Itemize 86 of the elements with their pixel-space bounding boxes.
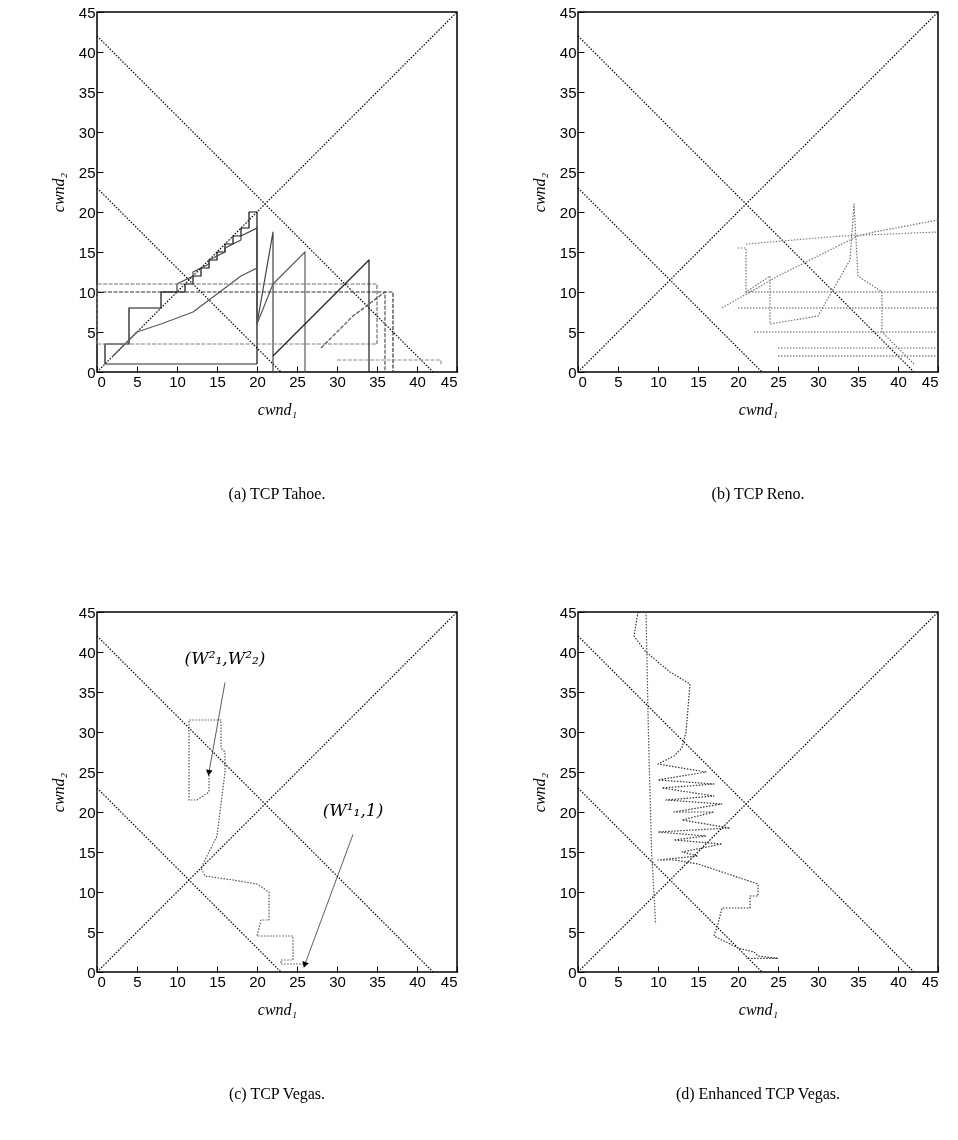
x-tick-label: 25: [770, 972, 787, 990]
x-tick-label: 40: [890, 372, 907, 390]
x-tick-label: 25: [289, 972, 306, 990]
x-tick-label: 20: [249, 972, 266, 990]
x-tick-label: 10: [650, 372, 667, 390]
x-tick-label: 45: [440, 972, 458, 990]
x-tick-label: 15: [209, 372, 226, 390]
x-tick-label: 35: [369, 372, 386, 390]
y-tick-label: 15: [559, 243, 577, 261]
x-tick-label: 10: [650, 972, 667, 990]
x-tick-label: 30: [329, 372, 346, 390]
x-tick-label: 20: [730, 972, 747, 990]
y-tick-label: 20: [559, 203, 577, 221]
x-tick-label: 35: [850, 972, 867, 990]
y-tick-label: 10: [559, 883, 577, 901]
x-tick-label: 45: [921, 372, 939, 390]
x-axis-title: cwnd₁: [738, 400, 779, 418]
y-axis-title: cwnd₂: [49, 172, 67, 213]
y-tick-label: 5: [87, 923, 96, 941]
y-tick-label: 10: [559, 283, 577, 301]
text: (d) Enhanced TCP Vegas.: [675, 1085, 841, 1103]
x-tick-label: 5: [614, 372, 623, 390]
y-tick-label: 40: [78, 643, 96, 661]
x-tick-label: 45: [921, 972, 939, 990]
y-axis-title: cwnd₂: [530, 772, 548, 813]
y-tick-label: 10: [78, 283, 96, 301]
x-tick-label: 5: [133, 372, 142, 390]
y-tick-label: 5: [568, 923, 577, 941]
y-tick-label: 15: [559, 843, 577, 861]
y-tick-label: 20: [559, 803, 577, 821]
x-tick-label: 20: [249, 372, 266, 390]
y-tick-label: 30: [559, 123, 577, 141]
y-tick-label: 20: [78, 203, 96, 221]
y-tick-label: 45: [559, 3, 577, 21]
y-tick-label: 35: [559, 83, 577, 101]
x-tick-label: 40: [409, 372, 426, 390]
annotation: (W¹₁,1): [322, 800, 384, 820]
y-tick-label: 40: [559, 643, 577, 661]
x-tick-label: 5: [614, 972, 623, 990]
y-tick-label: 45: [78, 3, 96, 21]
y-axis-title: cwnd₂: [49, 772, 67, 813]
y-tick-label: 30: [559, 723, 577, 741]
y-tick-label: 25: [78, 163, 96, 181]
x-tick-label: 15: [209, 972, 226, 990]
x-tick-label: 20: [730, 372, 747, 390]
x-tick-label: 45: [440, 372, 458, 390]
y-tick-label: 30: [78, 123, 96, 141]
y-tick-label: 20: [78, 803, 96, 821]
text: (c) TCP Vegas.: [228, 1085, 326, 1103]
x-tick-label: 10: [169, 972, 186, 990]
x-tick-label: 30: [810, 372, 827, 390]
x-tick-label: 30: [329, 972, 346, 990]
y-tick-label: 30: [78, 723, 96, 741]
y-tick-label: 15: [78, 243, 96, 261]
x-tick-label: 30: [810, 972, 827, 990]
y-axis-title: cwnd₂: [530, 172, 548, 213]
y-tick-label: 35: [559, 683, 577, 701]
annotation: (W²₁,W²₂): [184, 648, 266, 668]
y-tick-label: 45: [78, 603, 96, 621]
x-tick-label: 25: [770, 372, 787, 390]
y-tick-label: 25: [559, 763, 577, 781]
y-tick-label: 5: [87, 323, 96, 341]
x-axis-title: cwnd₁: [257, 1000, 298, 1018]
y-tick-label: 25: [78, 763, 96, 781]
y-tick-label: 40: [559, 43, 577, 61]
x-tick-label: 40: [409, 972, 426, 990]
x-tick-label: 25: [289, 372, 306, 390]
x-axis-title: cwnd₁: [257, 400, 298, 418]
y-tick-label: 15: [78, 843, 96, 861]
y-tick-label: 35: [78, 683, 96, 701]
y-tick-label: 10: [78, 883, 96, 901]
y-tick-label: 40: [78, 43, 96, 61]
y-tick-label: 25: [559, 163, 577, 181]
x-tick-label: 5: [133, 972, 142, 990]
y-tick-label: 35: [78, 83, 96, 101]
x-tick-label: 10: [169, 372, 186, 390]
x-tick-label: 15: [690, 372, 707, 390]
x-axis-title: cwnd₁: [738, 1000, 779, 1018]
x-tick-label: 15: [690, 972, 707, 990]
x-tick-label: 40: [890, 972, 907, 990]
x-tick-label: 35: [369, 972, 386, 990]
y-tick-label: 5: [568, 323, 577, 341]
text: (a) TCP Tahoe.: [228, 485, 326, 503]
y-tick-label: 45: [559, 603, 577, 621]
x-tick-label: 35: [850, 372, 867, 390]
text: (b) TCP Reno.: [711, 485, 805, 503]
